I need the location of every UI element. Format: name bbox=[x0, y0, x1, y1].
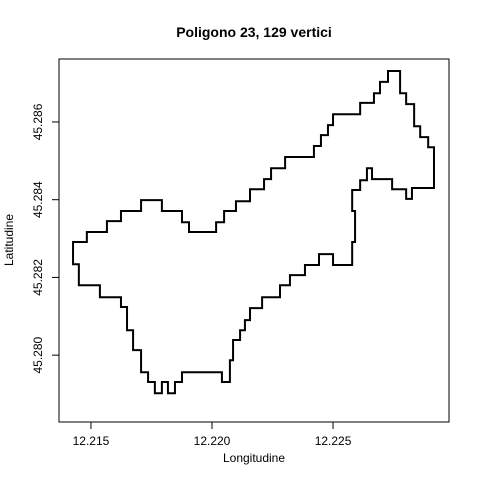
x-tick-label: 12.225 bbox=[315, 434, 352, 448]
plot-box bbox=[58, 58, 450, 423]
y-tick-label: 45.284 bbox=[31, 181, 45, 218]
y-tick-label: 45.282 bbox=[31, 259, 45, 296]
y-tick-label: 45.286 bbox=[31, 103, 45, 140]
y-tick-label: 45.280 bbox=[31, 336, 45, 373]
polygon-outline bbox=[72, 70, 435, 395]
chart-title: Poligono 23, 129 vertici bbox=[176, 24, 332, 40]
x-axis-label: Longitudine bbox=[223, 451, 285, 465]
x-tick-label: 12.220 bbox=[194, 434, 231, 448]
y-axis-label: Latitudine bbox=[2, 214, 16, 266]
x-tick-label: 12.215 bbox=[73, 434, 110, 448]
